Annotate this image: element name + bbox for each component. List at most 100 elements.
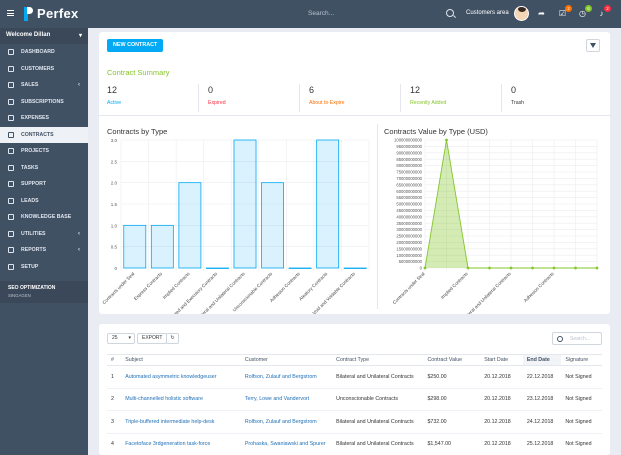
- data-point[interactable]: [531, 266, 534, 270]
- app-name: Perfex: [37, 6, 79, 21]
- hamburger-menu-icon[interactable]: [7, 10, 14, 16]
- data-point[interactable]: [552, 266, 556, 270]
- cell-customer[interactable]: Terry, Lowe and Vandervort: [240, 388, 333, 411]
- welcome-user[interactable]: Welcome Dillan ▾: [0, 28, 88, 44]
- y-tick-label: 50000000000: [396, 202, 422, 207]
- stat-trash[interactable]: 0 Trash: [502, 84, 602, 112]
- bell-icon[interactable]: ♪ 2: [597, 5, 611, 18]
- cell-contract-value: $250.00: [423, 365, 481, 389]
- bar[interactable]: [178, 182, 202, 269]
- sidebar-item-contracts[interactable]: CONTRACTS: [0, 126, 88, 143]
- cell-customer[interactable]: Prohaska, Swaniawski and Spurer: [240, 433, 333, 455]
- page-size-select[interactable]: 25 ▾: [107, 333, 135, 344]
- cell-contract-type: Bilateral and Unilateral Contracts: [332, 433, 424, 455]
- y-tick-label: 75000000000: [396, 170, 422, 175]
- cell-customer[interactable]: Rolfson, Zulauf and Bergstrom: [240, 365, 333, 389]
- cell-subject[interactable]: Automated asymmetric knowledgeuser: [121, 365, 241, 389]
- stat-value: 6: [309, 85, 315, 95]
- filter-icon[interactable]: [586, 39, 600, 52]
- sidebar-item-projects[interactable]: PROJECTS: [0, 143, 88, 160]
- x-tick-label: Implied Contracts: [162, 271, 191, 300]
- bar[interactable]: [206, 267, 229, 269]
- cell-subject[interactable]: Multi-channelled holistic software: [121, 388, 241, 411]
- bar[interactable]: [150, 224, 174, 269]
- stat-active[interactable]: 12 Active: [107, 84, 199, 112]
- sidebar-item-leads[interactable]: LEADS: [0, 193, 88, 210]
- cell-subject[interactable]: Triple-buffered intermediate help-desk: [121, 410, 241, 434]
- timer-icon[interactable]: ◷ 6: [578, 5, 592, 18]
- data-point[interactable]: [423, 266, 427, 270]
- sidebar-item-label: EXPENSES: [21, 115, 49, 122]
- sidebar-item-support[interactable]: SUPPORT: [0, 176, 88, 193]
- sidebar-item-label: CUSTOMERS: [21, 65, 55, 72]
- data-point[interactable]: [488, 266, 491, 270]
- contract-stats: 12 Active 0 Expired 6 About to Expire 12 Recent…: [107, 84, 602, 112]
- share-icon[interactable]: ➦: [538, 9, 545, 18]
- x-tick-label: Implied Contracts: [440, 271, 469, 300]
- export-button[interactable]: EXPORT: [137, 333, 168, 344]
- y-tick-label: 85000000000: [396, 157, 422, 162]
- x-tick-label: Contracts under Seal: [101, 271, 135, 305]
- tasks-icon[interactable]: ☑ 2: [558, 5, 572, 18]
- cell-number: 2: [107, 388, 122, 411]
- sidebar-item-customers[interactable]: CUSTOMERS: [0, 61, 88, 78]
- avatar[interactable]: [514, 6, 529, 21]
- customers-area-link[interactable]: Customers area: [466, 10, 509, 16]
- column-header-subject[interactable]: Subject: [121, 354, 241, 366]
- table-search-input[interactable]: Search...: [552, 332, 602, 345]
- stat-expired[interactable]: 0 Expired: [199, 84, 300, 112]
- sidebar-item-subscriptions[interactable]: SUBSCRIPTIONS: [0, 94, 88, 111]
- cell-number: 3: [107, 410, 122, 434]
- table-row[interactable]: 1 Automated asymmetric knowledgeuser Rolfs…: [107, 365, 602, 389]
- cell-customer[interactable]: Rolfson, Zulauf and Bergstrom: [240, 410, 333, 434]
- sidebar-item-setup[interactable]: SETUP: [0, 259, 88, 276]
- column-header-number[interactable]: #: [107, 354, 122, 366]
- global-search-input[interactable]: Search...: [308, 10, 335, 17]
- stat-recently-added[interactable]: 12 Recently Added: [401, 84, 502, 112]
- bar[interactable]: [233, 139, 257, 269]
- data-point[interactable]: [595, 266, 599, 270]
- logo[interactable]: Perfex: [24, 6, 79, 21]
- chevron-left-icon: ‹: [78, 82, 80, 89]
- data-point[interactable]: [466, 266, 470, 270]
- column-header-start-date[interactable]: Start Date: [480, 354, 523, 366]
- column-header-contract-type[interactable]: Contract Type: [332, 354, 424, 366]
- data-point[interactable]: [509, 266, 513, 270]
- bar[interactable]: [316, 139, 340, 269]
- reload-icon[interactable]: ↻: [166, 333, 179, 344]
- y-tick-label: 20000000000: [396, 240, 422, 245]
- column-header-contract-value[interactable]: Contract Value: [423, 354, 481, 366]
- search-icon[interactable]: [446, 9, 454, 17]
- cell-subject[interactable]: Facetoface 3rdgeneration task-force: [121, 433, 241, 455]
- sidebar-item-sales[interactable]: SALES ‹: [0, 77, 88, 94]
- bar[interactable]: [261, 182, 284, 269]
- table-row[interactable]: 3 Triple-buffered intermediate help-desk R…: [107, 410, 602, 434]
- sidebar-item-utilities[interactable]: UTILITIES ‹: [0, 226, 88, 243]
- seo-optimization-widget[interactable]: SEO OPTIMIZATION SINGAGEN: [0, 281, 88, 303]
- stat-about-to-expire[interactable]: 6 About to Expire: [300, 84, 401, 112]
- stat-label: Recently Added: [410, 100, 447, 106]
- column-header-signature[interactable]: Signature: [561, 354, 602, 366]
- caret-down-icon: ▾: [128, 335, 131, 341]
- column-header-customer[interactable]: Customer: [240, 354, 333, 366]
- new-contract-button[interactable]: NEW CONTRACT: [107, 39, 164, 52]
- sidebar-item-knowledge-base[interactable]: KNOWLEDGE BASE: [0, 209, 88, 226]
- sidebar-nav: DASHBOARD CUSTOMERS SALES ‹ SUBSCRIPTIONS EXP…: [0, 44, 88, 275]
- data-point[interactable]: [574, 266, 577, 270]
- sidebar-item-label: REPORTS: [21, 247, 47, 254]
- sidebar-item-reports[interactable]: REPORTS ‹: [0, 242, 88, 259]
- bar[interactable]: [343, 267, 367, 269]
- stat-value: 12: [107, 85, 118, 95]
- sidebar-item-expenses[interactable]: EXPENSES: [0, 110, 88, 127]
- bar[interactable]: [123, 224, 147, 269]
- ticket-icon: [8, 181, 14, 188]
- sidebar-item-tasks[interactable]: TASKS: [0, 160, 88, 177]
- y-tick-label: 55000000000: [396, 195, 422, 200]
- table-row[interactable]: 4 Facetoface 3rdgeneration task-force Proh…: [107, 433, 602, 455]
- column-header-end-date[interactable]: End Date: [522, 354, 562, 366]
- bar[interactable]: [288, 267, 312, 269]
- data-point[interactable]: [445, 138, 448, 142]
- table-row[interactable]: 2 Multi-channelled holistic software Terry…: [107, 388, 602, 411]
- y-tick-label: 15000000000: [396, 246, 422, 251]
- sidebar-item-dashboard[interactable]: DASHBOARD: [0, 44, 88, 61]
